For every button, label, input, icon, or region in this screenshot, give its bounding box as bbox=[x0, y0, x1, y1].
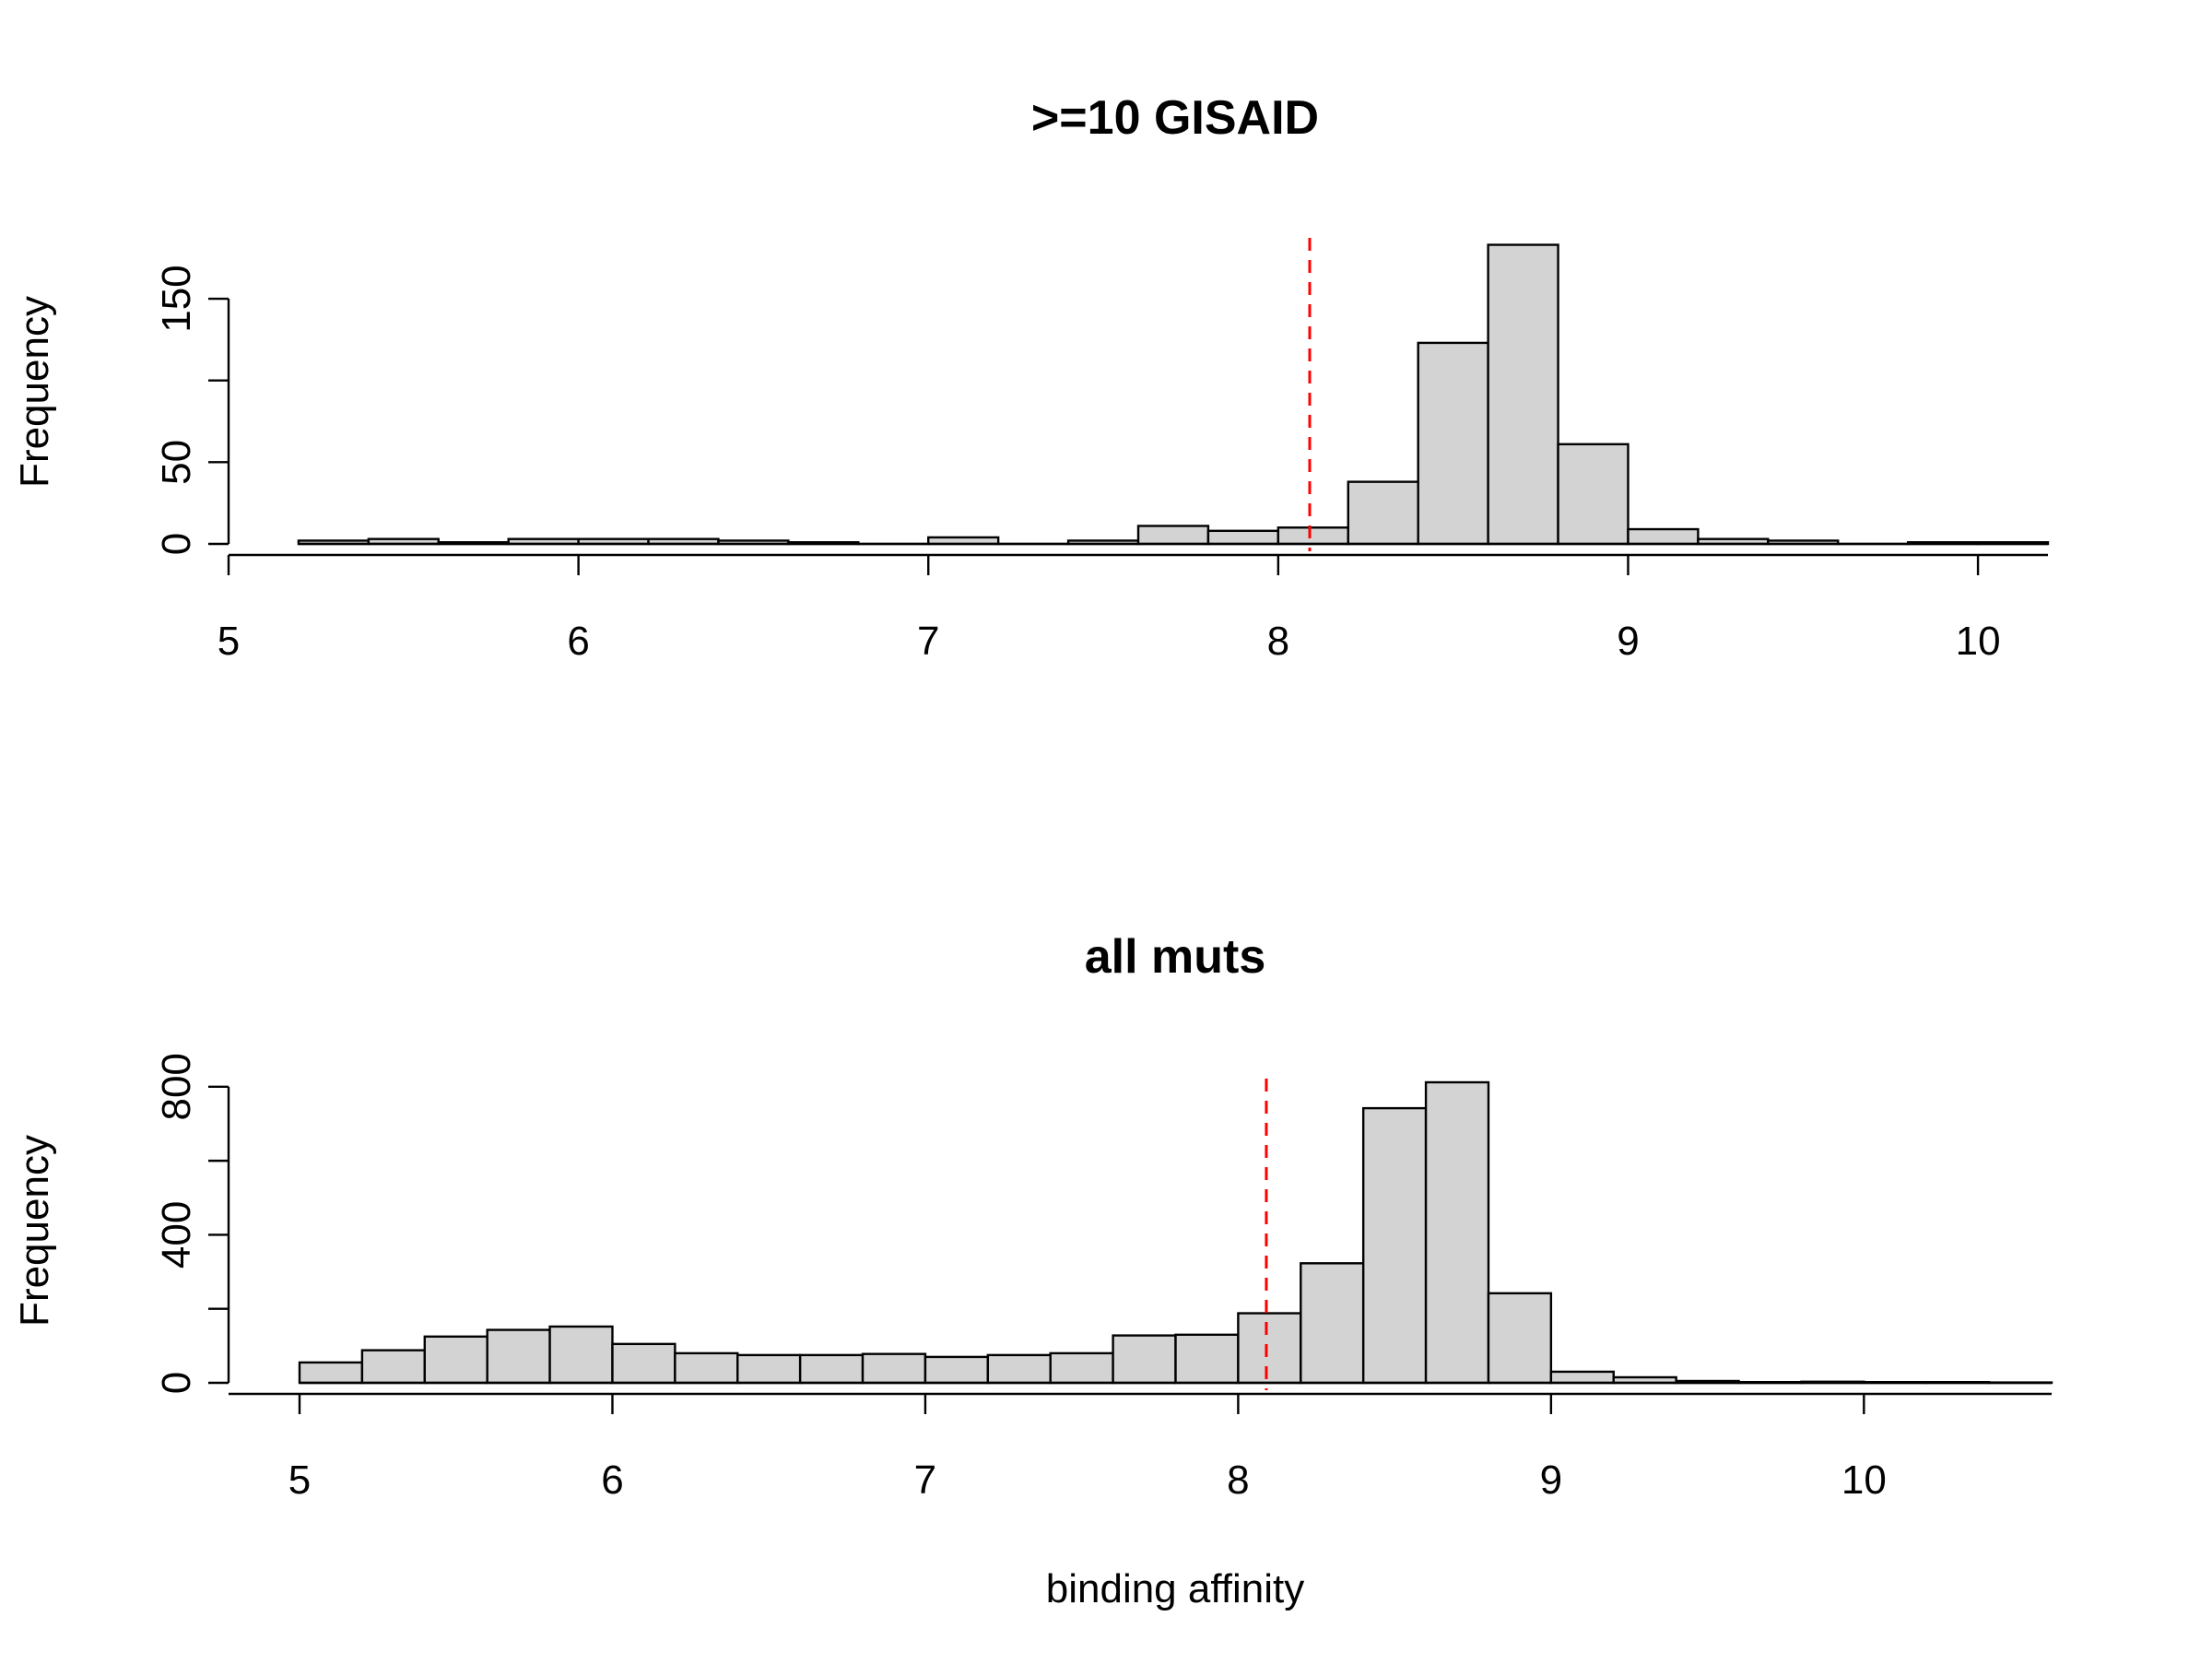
x-axis: 5 6 7 8 9 10 bbox=[229, 1394, 2052, 1503]
histogram-bar bbox=[1418, 343, 1488, 544]
y-axis-label: Frequency bbox=[12, 296, 57, 488]
histogram-bar bbox=[1113, 1336, 1176, 1383]
histogram-bar bbox=[1363, 1108, 1426, 1383]
bar-group bbox=[300, 1082, 2052, 1383]
histogram-bar bbox=[1559, 444, 1629, 544]
histogram-bar bbox=[675, 1353, 737, 1383]
histogram-bar bbox=[1426, 1082, 1488, 1383]
histogram-bar bbox=[1348, 482, 1418, 544]
x-tick-label: 5 bbox=[288, 1457, 311, 1503]
histogram-bar bbox=[1300, 1263, 1363, 1383]
histogram-bar bbox=[800, 1355, 863, 1383]
histogram-bar bbox=[1488, 1293, 1551, 1383]
y-tick-label: 400 bbox=[154, 1201, 199, 1269]
histogram-bar bbox=[1051, 1353, 1113, 1383]
x-tick-label: 5 bbox=[218, 619, 240, 664]
bar-group bbox=[299, 245, 2048, 544]
histogram-bar bbox=[1628, 529, 1698, 544]
histogram-bar bbox=[1551, 1372, 1614, 1383]
histogram-bar bbox=[425, 1337, 488, 1383]
x-tick-label: 10 bbox=[1956, 619, 2001, 664]
x-axis-label: binding affinity bbox=[1046, 1566, 1305, 1611]
x-tick-label: 6 bbox=[601, 1457, 623, 1503]
panel-all-muts: all muts Frequency 0 400 800 5 6 7 8 9 10 bindi… bbox=[12, 930, 2052, 1611]
x-tick-label: 6 bbox=[567, 619, 589, 664]
y-axis-label: Frequency bbox=[12, 1135, 57, 1327]
histogram-bar bbox=[737, 1355, 800, 1383]
y-tick-label: 800 bbox=[154, 1053, 199, 1120]
y-tick-label: 0 bbox=[154, 533, 199, 555]
x-tick-label: 7 bbox=[914, 1457, 936, 1503]
histogram-bar bbox=[1488, 245, 1559, 544]
histogram-bar bbox=[488, 1330, 550, 1383]
x-tick-label: 7 bbox=[917, 619, 939, 664]
panel-gisaid: >=10 GISAID Frequency 0 50 150 5 6 7 8 9 10 bbox=[12, 91, 2048, 664]
histogram-bar bbox=[863, 1354, 925, 1383]
y-axis: 0 400 800 bbox=[154, 1053, 229, 1394]
histogram-bar bbox=[925, 1357, 988, 1383]
y-tick-label: 50 bbox=[154, 440, 199, 485]
x-tick-label: 9 bbox=[1617, 619, 1639, 664]
histogram-bar bbox=[1208, 531, 1278, 544]
x-tick-label: 8 bbox=[1267, 619, 1289, 664]
histogram-bar bbox=[362, 1351, 425, 1383]
histogram-bar bbox=[300, 1363, 362, 1383]
panel-title: >=10 GISAID bbox=[1031, 91, 1319, 145]
histogram-bar bbox=[550, 1327, 613, 1383]
x-tick-label: 8 bbox=[1227, 1457, 1249, 1503]
histogram-bar bbox=[612, 1344, 675, 1383]
y-tick-label: 150 bbox=[154, 265, 199, 332]
histogram-bar bbox=[1278, 527, 1348, 544]
y-tick-label: 0 bbox=[154, 1372, 199, 1394]
histogram-bar bbox=[1238, 1314, 1300, 1383]
panel-title: all muts bbox=[1085, 930, 1266, 984]
histogram-bar bbox=[988, 1355, 1051, 1383]
x-tick-label: 9 bbox=[1540, 1457, 1562, 1503]
x-tick-label: 10 bbox=[1841, 1457, 1887, 1503]
y-axis: 0 50 150 bbox=[154, 265, 229, 555]
histogram-bar bbox=[1138, 525, 1208, 544]
histogram-bar bbox=[1176, 1335, 1239, 1383]
x-axis: 5 6 7 8 9 10 bbox=[218, 555, 2048, 664]
